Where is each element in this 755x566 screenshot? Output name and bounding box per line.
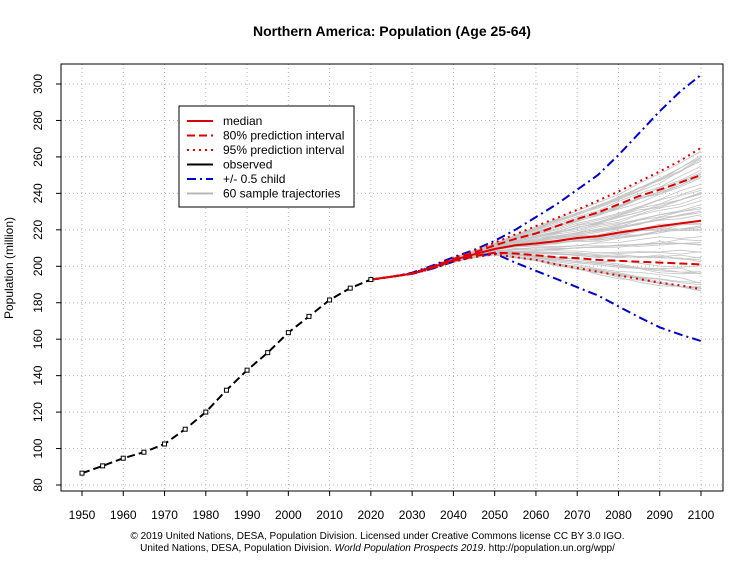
legend-box: [178, 105, 355, 208]
observed-markers: [79, 277, 374, 476]
observed-point: [265, 350, 271, 356]
source-publication: World Population Prospects 2019: [334, 543, 484, 554]
observed-point: [223, 387, 229, 393]
observed-point: [285, 330, 291, 336]
source-line: United Nations, DESA, Population Divisio…: [0, 543, 755, 554]
y-tick-label: 140: [31, 365, 45, 385]
legend-label: 95% prediction interval: [223, 143, 344, 157]
x-tick-label: 2050: [481, 508, 508, 522]
series--0-5-child-upper: [370, 74, 702, 281]
x-tick-label: 2030: [399, 508, 426, 522]
y-axis-label: Population (million): [2, 217, 16, 319]
sample-trajectory: [370, 190, 702, 280]
x-tick-label: 1960: [110, 508, 137, 522]
y-tick-label: 260: [31, 147, 45, 167]
series--0-5-child-lower: [370, 252, 702, 342]
chart-title: Northern America: Population (Age 25-64): [253, 23, 531, 39]
legend-label: median: [223, 114, 262, 128]
chart: Northern America: Population (Age 25-64)…: [2, 23, 724, 522]
x-tick-label: 2080: [605, 508, 632, 522]
y-tick-label: 220: [31, 219, 45, 239]
plot-frame: [60, 63, 724, 492]
observed-point: [141, 449, 147, 455]
y-tick-label: 80: [31, 478, 45, 492]
series-95-upper: [370, 146, 702, 281]
observed-point: [347, 285, 353, 291]
observed-point: [120, 455, 126, 461]
legend-label: 80% prediction interval: [223, 129, 344, 143]
observed-point: [79, 470, 85, 476]
copyright-line: © 2019 United Nations, DESA, Population …: [130, 531, 625, 542]
x-tick-label: 1990: [234, 508, 261, 522]
observed-point: [368, 277, 374, 283]
y-tick-label: 160: [31, 329, 45, 349]
x-tick-label: 2020: [358, 508, 385, 522]
y-tick-label: 120: [31, 402, 45, 422]
source-suffix: . http://population.un.org/wpp/: [483, 543, 615, 554]
observed-point: [327, 297, 333, 303]
series-observed: [81, 278, 372, 475]
x-axis: 1950 1960 1970 1980 1990 2000 2010 2020 2030 2040…: [69, 491, 715, 522]
legend-label: 60 sample trajectories: [223, 187, 340, 201]
observed-point: [162, 441, 168, 447]
x-tick-label: 1970: [151, 508, 178, 522]
y-tick-label: 280: [31, 110, 45, 130]
y-tick-label: 100: [31, 438, 45, 458]
observed-point: [306, 313, 312, 319]
observed-point: [100, 463, 106, 469]
series-80-upper: [370, 174, 702, 281]
series-median: [370, 219, 702, 281]
observed-point: [182, 426, 188, 432]
legend-label: observed: [223, 158, 272, 172]
source-prefix: United Nations, DESA, Population Divisio…: [140, 543, 335, 554]
observed-point: [244, 367, 250, 373]
x-tick-label: 2060: [523, 508, 550, 522]
x-tick-label: 2100: [688, 508, 715, 522]
x-tick-label: 1950: [69, 508, 96, 522]
y-tick-label: 180: [31, 292, 45, 312]
observed-point: [203, 409, 209, 415]
x-tick-label: 2000: [275, 508, 302, 522]
y-tick-label: 300: [31, 74, 45, 94]
x-tick-label: 2090: [646, 508, 673, 522]
legend-label: +/- 0.5 child: [223, 172, 285, 186]
x-tick-label: 2040: [440, 508, 467, 522]
y-axis: 80 100 120 140 160 180 200 220 240 260 280 300: [31, 74, 61, 492]
x-tick-label: 1980: [192, 508, 219, 522]
series-lines: [81, 74, 702, 475]
x-tick-label: 2010: [316, 508, 343, 522]
y-tick-label: 200: [31, 256, 45, 276]
y-tick-label: 240: [31, 183, 45, 203]
x-tick-label: 2070: [564, 508, 591, 522]
